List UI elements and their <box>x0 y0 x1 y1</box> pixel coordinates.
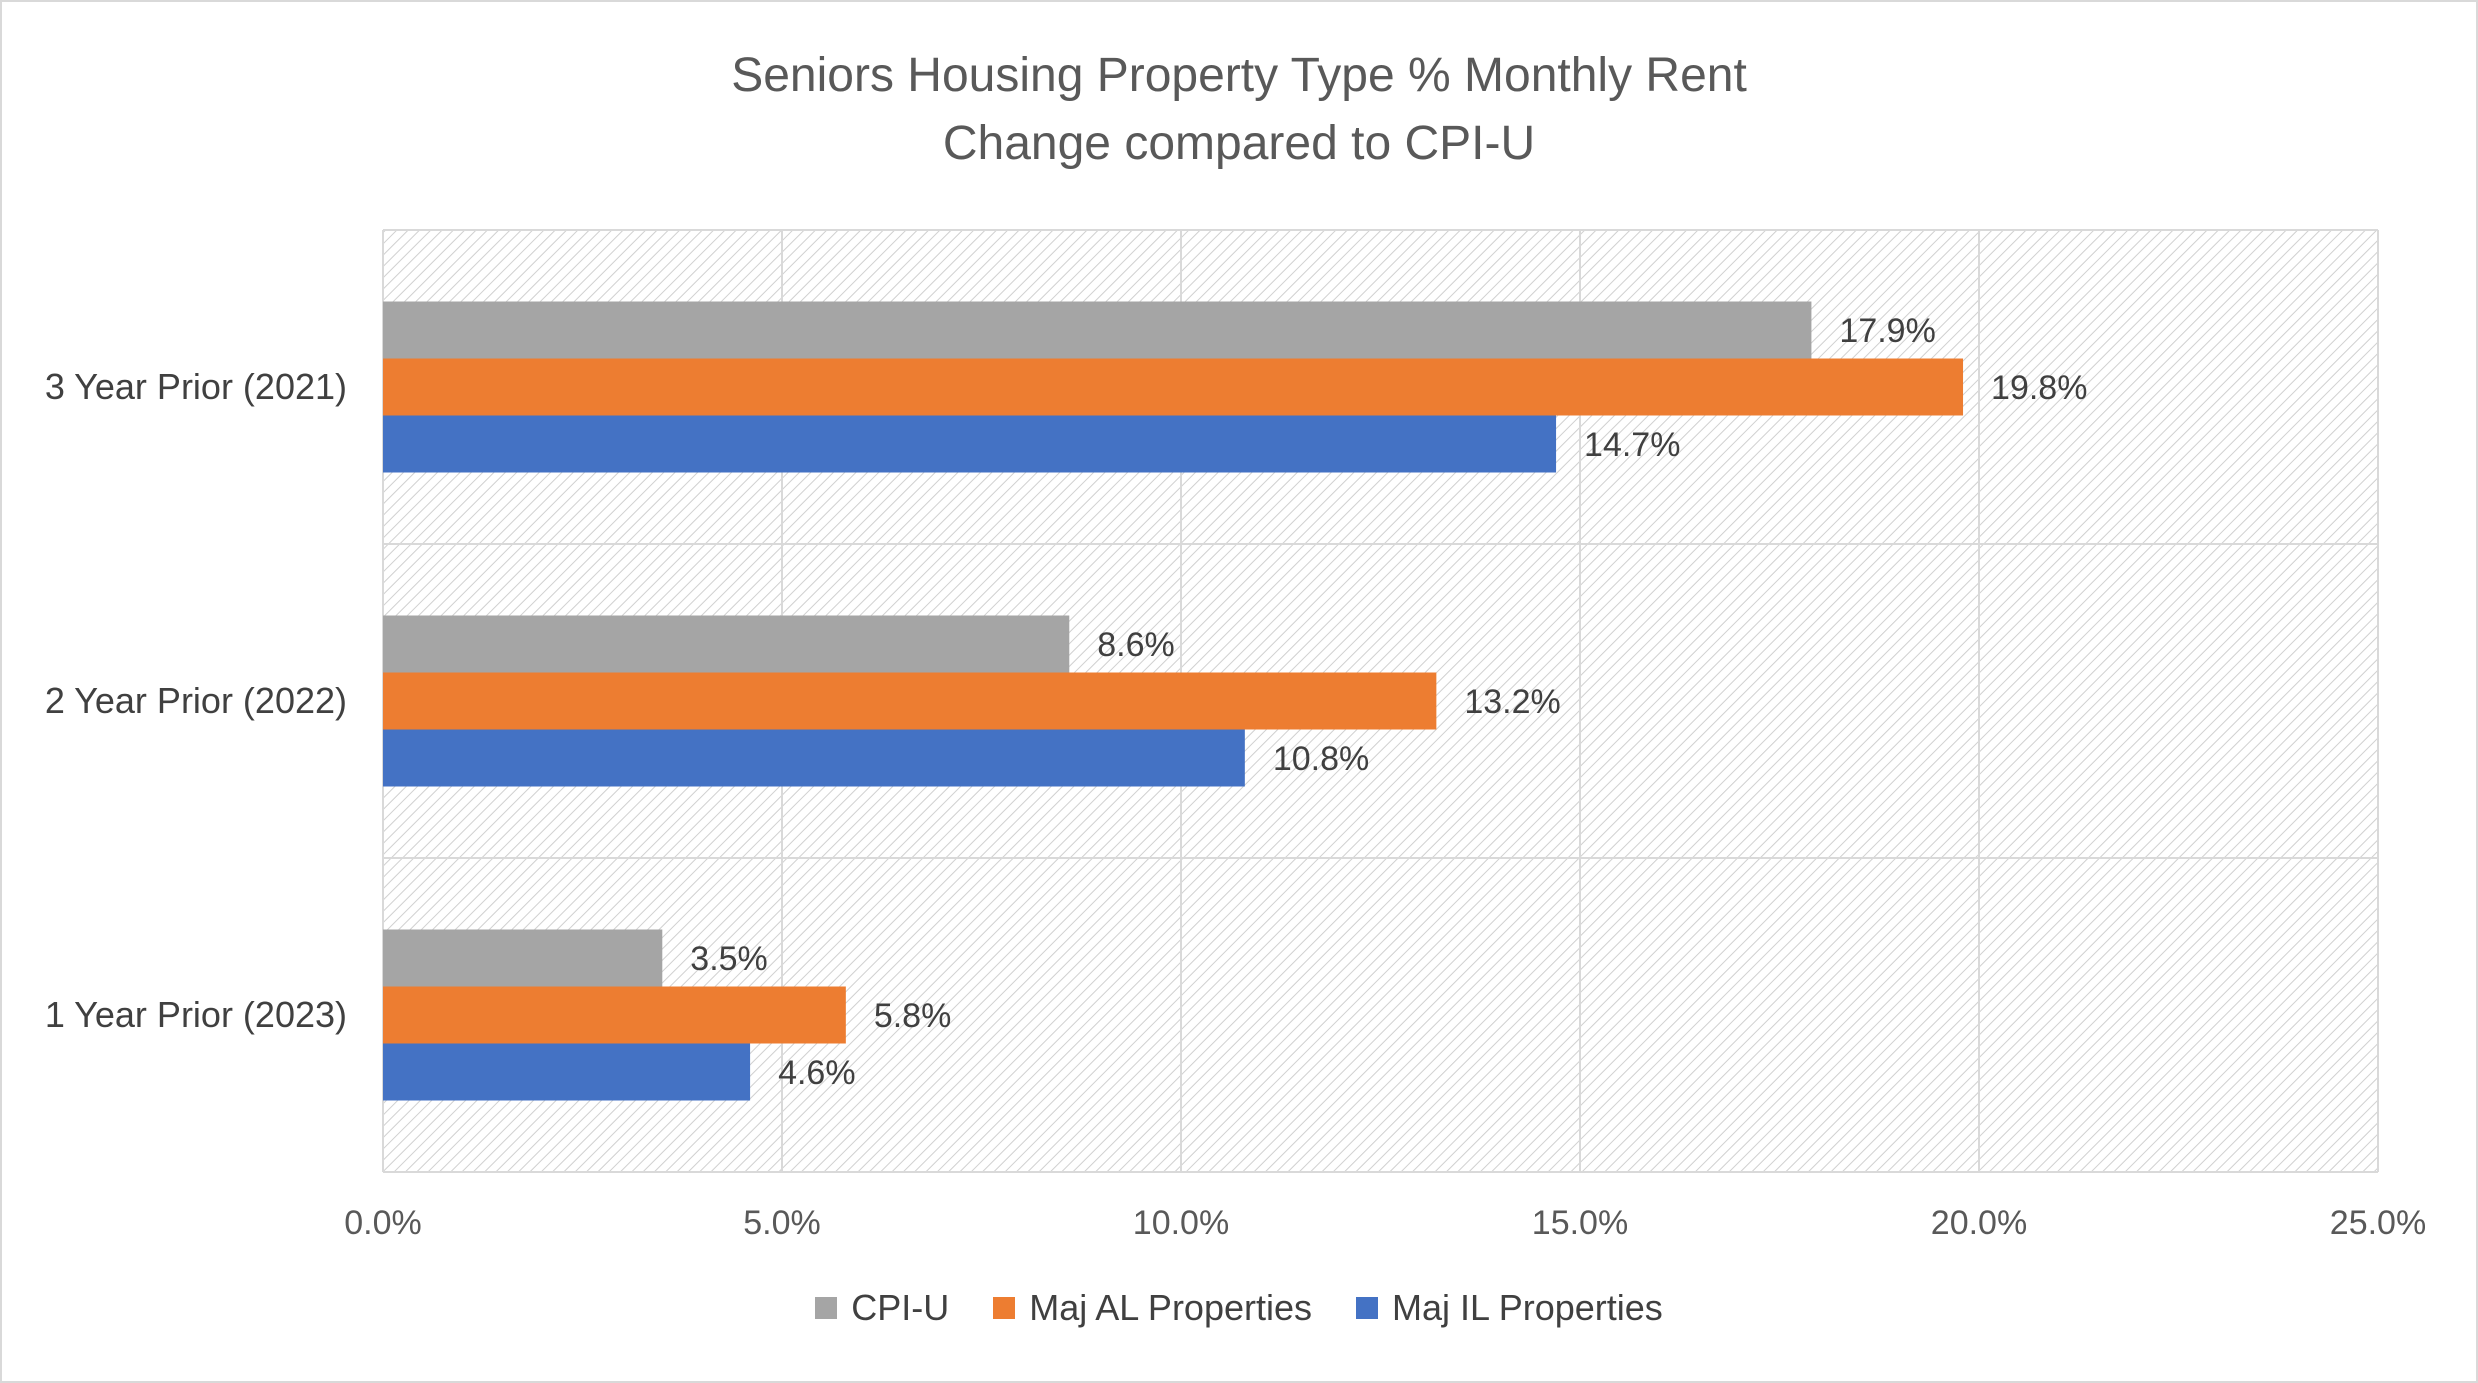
legend: CPI-U Maj AL Properties Maj IL Properties <box>2 1287 2476 1329</box>
bar <box>383 929 663 987</box>
chart-title-line-1: Seniors Housing Property Type % Monthly … <box>731 49 1747 102</box>
data-label: 4.6% <box>778 1054 856 1092</box>
legend-label: CPI-U <box>851 1287 950 1328</box>
chart-title: Seniors Housing Property Type % Monthly … <box>2 42 2476 178</box>
x-tick-label: 5.0% <box>743 1204 821 1242</box>
data-label: 5.8% <box>874 997 952 1035</box>
x-tick-label: 0.0% <box>344 1204 422 1242</box>
legend-item: Maj AL Properties <box>993 1287 1312 1329</box>
bar <box>383 301 1812 359</box>
bar <box>383 1043 751 1101</box>
legend-label: Maj IL Properties <box>1392 1287 1663 1328</box>
y-category-label: 1 Year Prior (2023) <box>45 994 347 1035</box>
bar <box>383 358 1964 416</box>
legend-swatch <box>815 1297 838 1319</box>
data-label: 10.8% <box>1273 740 1369 778</box>
bar <box>383 672 1437 730</box>
bar <box>383 615 1070 673</box>
data-label: 17.9% <box>1839 312 1935 350</box>
legend-swatch <box>993 1297 1016 1319</box>
x-tick-label: 15.0% <box>1532 1204 1628 1242</box>
x-tick-label: 25.0% <box>2330 1204 2426 1242</box>
data-label: 14.7% <box>1584 426 1680 464</box>
x-tick-label: 20.0% <box>1931 1204 2027 1242</box>
data-label: 3.5% <box>690 940 768 978</box>
data-label: 13.2% <box>1464 683 1560 721</box>
bar <box>383 986 846 1044</box>
legend-swatch <box>1356 1297 1378 1319</box>
bar <box>383 729 1245 787</box>
y-category-label: 2 Year Prior (2022) <box>45 680 347 721</box>
legend-label: Maj AL Properties <box>1029 1287 1312 1328</box>
data-label: 8.6% <box>1097 626 1175 664</box>
x-tick-label: 10.0% <box>1133 1204 1229 1242</box>
y-category-label: 3 Year Prior (2021) <box>45 366 347 407</box>
data-label: 19.8% <box>1991 369 2087 407</box>
legend-item: CPI-U <box>815 1287 949 1329</box>
bar <box>383 415 1557 473</box>
legend-item: Maj IL Properties <box>1356 1287 1663 1329</box>
chart-title-line-2: Change compared to CPI-U <box>942 117 1536 170</box>
